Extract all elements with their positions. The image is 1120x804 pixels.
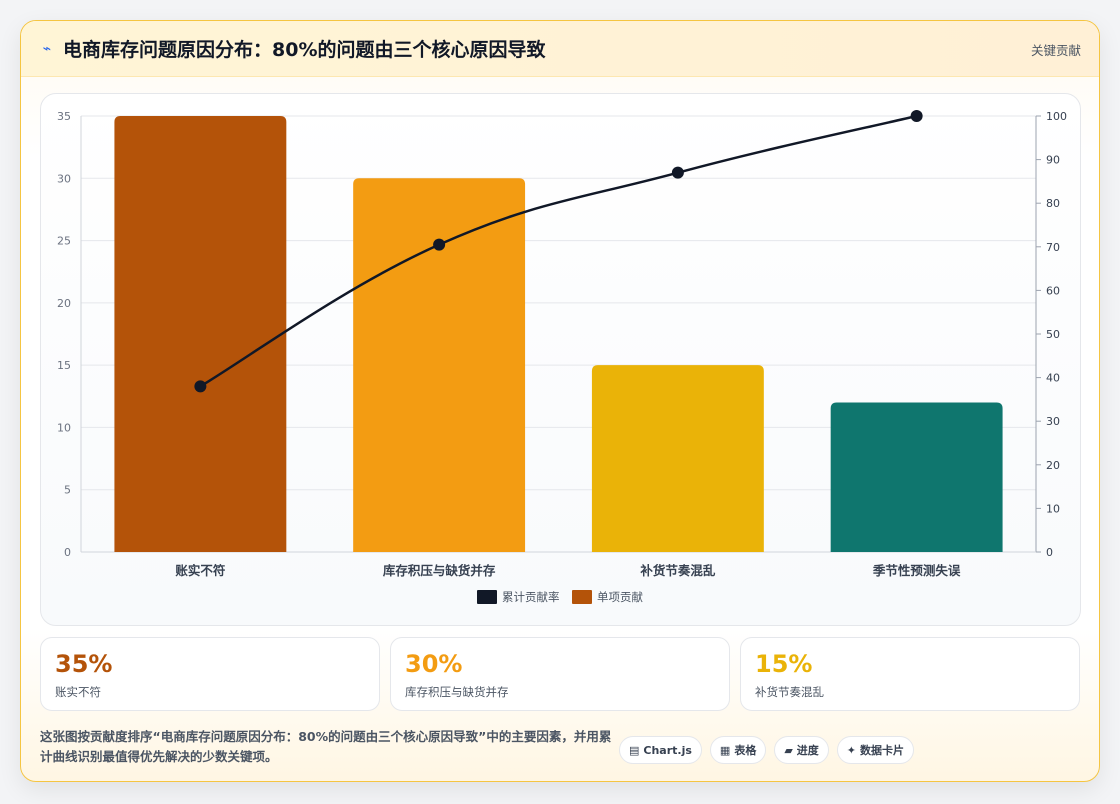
y-right-tick-label: 90 (1046, 154, 1060, 167)
stat-value: 30% (405, 650, 463, 678)
y-right-tick-label: 20 (1046, 459, 1060, 472)
y-left-tick-label: 25 (57, 235, 71, 248)
chip-progress[interactable]: ▰ 进度 (774, 736, 829, 764)
stat-card-3: 15% 补货节奏混乱 (740, 637, 1080, 711)
title-wrap: ⌁ 电商库存问题原因分布：80%的问题由三个核心原因导致 (39, 35, 546, 62)
legend-swatch (477, 590, 497, 604)
bar (830, 402, 1003, 552)
stat-value: 15% (755, 650, 813, 678)
pareto-chart: 0 5 10 15 20 25 30 35 0 10 20 30 40 50 60 70 80 90 100 账实不符… (57, 110, 1067, 604)
y-right-tick-label: 100 (1046, 110, 1067, 123)
y-right-tick-label: 40 (1046, 372, 1060, 385)
stat-label: 补货节奏混乱 (755, 685, 824, 699)
chip-table[interactable]: ▦ 表格 (709, 736, 767, 764)
y-right-tick-label: 0 (1046, 546, 1053, 559)
stat-value: 35% (55, 650, 113, 678)
stat-label: 账实不符 (55, 685, 101, 699)
y-right-tick-label: 60 (1046, 284, 1060, 297)
stat-card-1: 35% 账实不符 (40, 637, 380, 711)
card-header: ⌁ 电商库存问题原因分布：80%的问题由三个核心原因导致 关键贡献 (21, 21, 1099, 77)
y-right-tick-label: 80 (1046, 197, 1060, 210)
y-left-tick-label: 35 (57, 110, 71, 123)
card-icon: ✦ (846, 743, 857, 757)
legend-label: 累计贡献率 (502, 590, 560, 604)
chip-label: 表格 (734, 744, 757, 757)
legend-label: 单项贡献 (597, 590, 643, 604)
table-icon: ▦ (719, 743, 731, 757)
stat-cards: 35% 账实不符 30% 库存积压与缺货并存 15% 补货节奏混乱 (40, 637, 1081, 711)
x-tick-label: 库存积压与缺货并存 (383, 563, 496, 578)
line-point (194, 380, 207, 393)
y-left-tick-label: 15 (57, 359, 71, 372)
legend-swatch (572, 590, 592, 604)
x-tick-label: 账实不符 (175, 563, 226, 578)
chart-description: 这张图按贡献度排序“电商库存问题原因分布：80%的问题由三个核心原因导致”中的主… (40, 729, 612, 764)
y-right-tick-label: 10 (1046, 502, 1060, 515)
page-title: 电商库存问题原因分布：80%的问题由三个核心原因导致 (63, 39, 546, 61)
chip-data-card[interactable]: ✦ 数据卡片 (836, 736, 915, 764)
y-left-tick-label: 30 (57, 172, 71, 185)
line-point (433, 238, 446, 251)
bar (353, 178, 526, 552)
bar (114, 116, 287, 552)
progress-icon: ▰ (784, 743, 793, 757)
x-tick-label: 补货节奏混乱 (639, 563, 716, 578)
line-point (671, 166, 684, 179)
stat-label: 库存积压与缺货并存 (405, 685, 509, 699)
tech-chips: ▤ Chart.js ▦ 表格 ▰ 进度 ✦ 数据卡片 (619, 736, 915, 764)
chart-icon: ▤ (629, 743, 640, 757)
y-right-tick-label: 70 (1046, 241, 1060, 254)
stat-card-2: 30% 库存积压与缺货并存 (390, 637, 730, 711)
y-left-tick-label: 5 (64, 484, 71, 497)
chart-sparkle-icon: ⌁ (42, 40, 52, 57)
chip-chartjs[interactable]: ▤ Chart.js (619, 736, 702, 764)
x-tick-label: 季节性预测失误 (872, 563, 961, 578)
y-left-tick-label: 10 (57, 421, 71, 434)
cumulative-line (199, 114, 917, 388)
chip-label: 进度 (796, 744, 819, 757)
y-right-tick-label: 50 (1046, 328, 1060, 341)
bar (591, 365, 764, 552)
y-right-tick-label: 30 (1046, 415, 1060, 428)
chip-label: 数据卡片 (860, 744, 905, 757)
chart-card: ⌁ 电商库存问题原因分布：80%的问题由三个核心原因导致 关键贡献 0 5 10 15… (20, 20, 1100, 782)
chip-label: Chart.js (643, 743, 692, 757)
y-left-tick-label: 20 (57, 297, 71, 310)
line-point (910, 110, 923, 122)
y-left-tick-label: 0 (64, 546, 71, 559)
header-tag: 关键贡献 (1030, 43, 1081, 58)
chart-panel: 0 5 10 15 20 25 30 35 0 10 20 30 40 50 60 70 80 90 100 账实不符… (40, 93, 1081, 626)
